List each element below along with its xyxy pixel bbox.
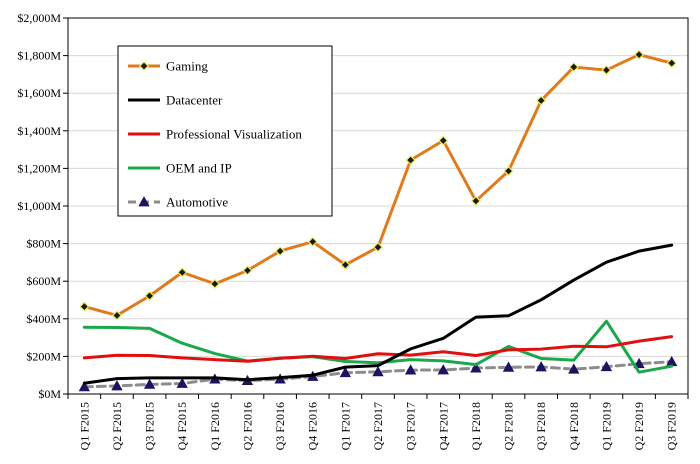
data-point-automotive	[176, 377, 188, 388]
y-tick-label: $800M	[26, 237, 61, 251]
legend-item-datacenter: Datacenter	[128, 93, 223, 108]
x-tick-label: Q2 F2017	[371, 402, 385, 450]
y-tick-label: $600M	[26, 274, 61, 288]
series-automotive	[78, 355, 678, 392]
legend-label: Gaming	[166, 59, 208, 74]
series-line-professional-visualization	[82, 335, 674, 363]
data-point-gaming	[503, 165, 514, 177]
series-datacenter	[82, 243, 674, 385]
legend-label: Automotive	[166, 195, 228, 210]
data-point-automotive	[470, 362, 482, 373]
y-tick-label: $1,400M	[17, 124, 61, 138]
legend-label: Datacenter	[166, 93, 223, 108]
x-tick-label: Q3 F2019	[665, 402, 679, 450]
y-tick-label: $2,000M	[17, 11, 61, 25]
data-point-automotive	[502, 361, 515, 372]
data-point-automotive	[600, 360, 613, 372]
data-point-gaming	[79, 301, 90, 312]
data-point-gaming	[666, 58, 677, 69]
data-point-gaming	[634, 49, 645, 60]
x-tick-label: Q4 F2018	[567, 402, 581, 450]
data-point-automotive	[78, 381, 90, 392]
x-tick-label: Q3 F2018	[534, 402, 548, 450]
x-tick-label: Q2 F2016	[240, 402, 254, 450]
data-point-automotive	[339, 366, 352, 378]
legend-label: Professional Visualization	[166, 127, 302, 142]
data-point-automotive	[404, 364, 417, 375]
data-point-automotive	[111, 380, 123, 391]
legend-item-automotive: Automotive	[128, 195, 228, 210]
y-tick-label: $400M	[26, 312, 61, 326]
axes: $0M $200M $400M $600M $800M $1,000M $1,200M $1,…	[17, 11, 689, 450]
data-point-gaming	[307, 236, 318, 247]
y-tick-label: $200M	[26, 349, 61, 363]
series-professional-visualization	[82, 335, 674, 363]
series-line-oem-and-ip	[82, 319, 674, 374]
x-tick-label: Q4 F2016	[306, 402, 320, 450]
data-point-automotive	[372, 365, 384, 377]
legend-item-oem-and-ip: OEM and IP	[128, 161, 232, 176]
y-tick-label: $1,600M	[17, 86, 61, 100]
data-point-gaming	[568, 62, 579, 73]
x-tick-label: Q3 F2017	[404, 402, 418, 450]
data-point-gaming	[340, 259, 351, 270]
x-tick-label: Q1 F2016	[208, 402, 222, 450]
x-tick-label: Q4 F2015	[175, 402, 189, 450]
x-tick-label: Q2 F2018	[502, 402, 516, 450]
x-tick-label: Q2 F2015	[110, 402, 124, 450]
x-tick-label: Q3 F2015	[143, 402, 157, 450]
legend-item-professional-visualization: Professional Visualization	[128, 127, 302, 142]
series-gaming	[79, 49, 677, 321]
data-point-gaming	[144, 290, 155, 301]
data-point-gaming	[601, 65, 612, 76]
legend: Gaming Datacenter Professional Visualizati…	[117, 45, 333, 217]
x-tick-label: Q1 F2018	[469, 402, 483, 450]
y-tick-label: $1,800M	[17, 49, 61, 63]
legend-marker	[138, 60, 150, 72]
plot-area-border	[67, 17, 689, 395]
data-point-gaming	[177, 267, 188, 278]
legend-box	[117, 45, 333, 217]
data-point-gaming	[470, 195, 481, 206]
x-tick-label: Q4 F2017	[436, 402, 450, 450]
data-point-gaming	[405, 155, 416, 166]
x-tick-label: Q1 F2015	[77, 402, 91, 450]
series-oem-and-ip	[82, 319, 674, 374]
y-tick-label: $0M	[38, 387, 61, 401]
data-point-gaming	[242, 265, 253, 276]
x-tick-label: Q2 F2019	[632, 402, 646, 450]
legend-item-gaming: Gaming	[128, 59, 208, 74]
legend-marker	[138, 196, 150, 207]
legend-label: OEM and IP	[166, 161, 232, 176]
x-tick-label: Q1 F2019	[599, 402, 613, 450]
data-point-gaming	[372, 242, 384, 253]
series-lines	[78, 49, 678, 392]
y-tick-label: $1,000M	[17, 199, 61, 213]
data-point-automotive	[143, 378, 156, 389]
series-line-datacenter	[82, 243, 674, 385]
data-point-gaming	[111, 310, 122, 321]
data-point-gaming	[438, 135, 449, 146]
data-point-gaming	[536, 95, 547, 106]
data-point-automotive	[437, 364, 449, 375]
data-point-automotive	[633, 357, 645, 369]
data-point-automotive	[568, 363, 580, 374]
data-point-gaming	[275, 246, 286, 257]
data-point-gaming	[209, 278, 220, 289]
x-tick-label: Q1 F2017	[338, 402, 352, 450]
x-tick-label: Q3 F2016	[273, 402, 287, 450]
y-tick-label: $1,200M	[17, 161, 61, 175]
data-point-automotive	[535, 361, 547, 372]
